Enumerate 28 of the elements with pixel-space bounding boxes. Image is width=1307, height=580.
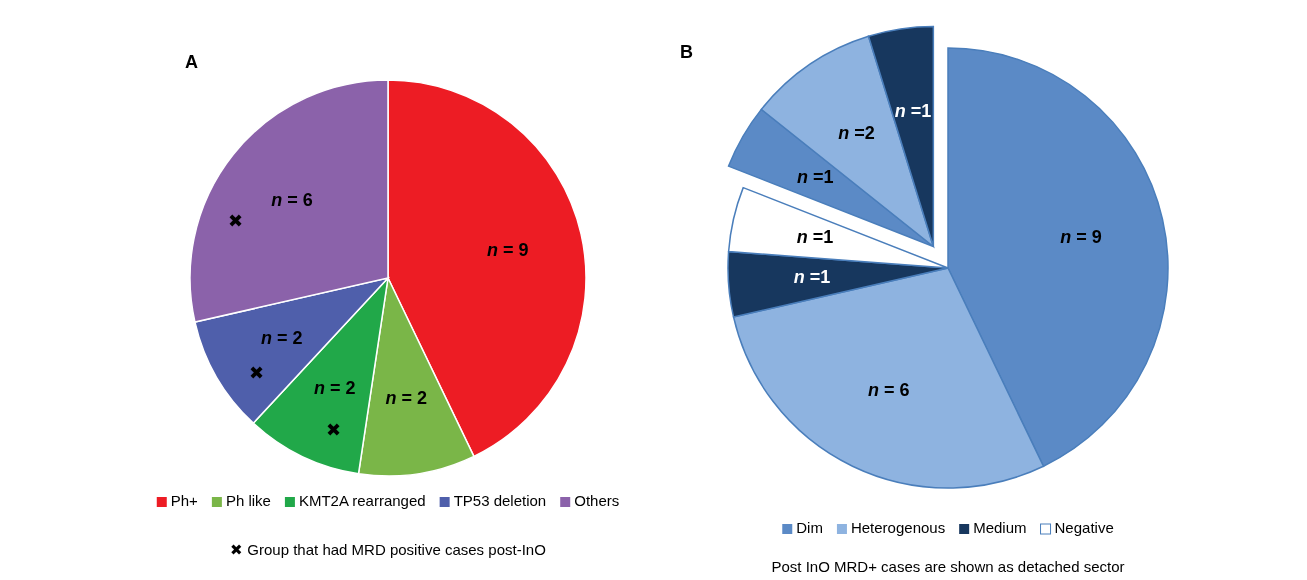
cross-icon: ✖	[249, 362, 265, 383]
legend-label: Negative	[1054, 518, 1114, 536]
cross-icon: ✖	[228, 211, 243, 232]
data-label: n = 2	[260, 328, 303, 349]
cross-icon: ✖	[326, 419, 342, 440]
data-label: n = 9	[1060, 226, 1102, 247]
legend-label: Others	[574, 491, 620, 509]
text: Post InO MRD+ cases are shown as detached sector	[771, 558, 1125, 575]
text: ✖ Group that had MRD positive cases post-InO	[230, 541, 546, 558]
data-label: n = 6	[868, 379, 910, 400]
data-label: n =1	[793, 266, 831, 287]
chart-title: A	[185, 52, 198, 72]
data-label: n = 2	[385, 388, 428, 409]
legend-label: Ph+	[170, 491, 199, 509]
legend-label: Heterogenous	[850, 518, 946, 536]
data-label: n =1	[796, 167, 834, 188]
text: B	[680, 42, 693, 62]
legend-label: TP53 deletion	[453, 491, 547, 509]
legend-label: Dim	[796, 518, 823, 536]
data-label: n = 2	[313, 377, 356, 398]
data-label: n =2	[838, 122, 875, 143]
data-label: n =1	[894, 100, 932, 121]
legend-label: Ph like	[225, 491, 271, 509]
data-label: n = 9	[486, 239, 529, 260]
data-label: n =1	[796, 226, 834, 247]
legend-label: KMT2A rearranged	[298, 491, 426, 509]
data-label: n = 6	[271, 190, 313, 211]
legend-label: Medium	[973, 518, 1027, 536]
